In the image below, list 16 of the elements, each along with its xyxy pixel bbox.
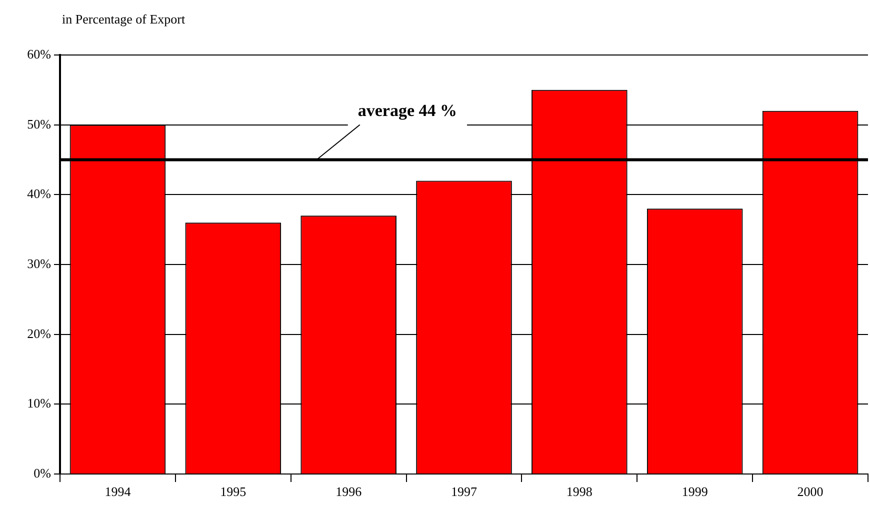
x-tick-label: 1998 [566,484,592,500]
x-tick-label: 2000 [797,484,824,500]
y-tick-label: 50% [27,116,52,132]
y-tick-label: 30% [27,256,52,271]
y-axis-title: in Percentage of Export [62,11,186,26]
y-tick-label: 20% [27,326,52,341]
x-tick-label: 1994 [104,484,132,500]
x-tick-label: 1996 [336,484,362,500]
y-tick-label: 60% [27,46,52,62]
x-tick-label: 1995 [220,484,246,500]
y-tick-label: 40% [27,186,52,202]
x-tick-label: 1999 [682,484,708,500]
y-tick-label: 10% [27,396,52,411]
y-tick-label: 0% [34,465,52,480]
x-tick-label: 1997 [451,484,478,500]
ref-line-label: average 44 % [358,101,458,120]
